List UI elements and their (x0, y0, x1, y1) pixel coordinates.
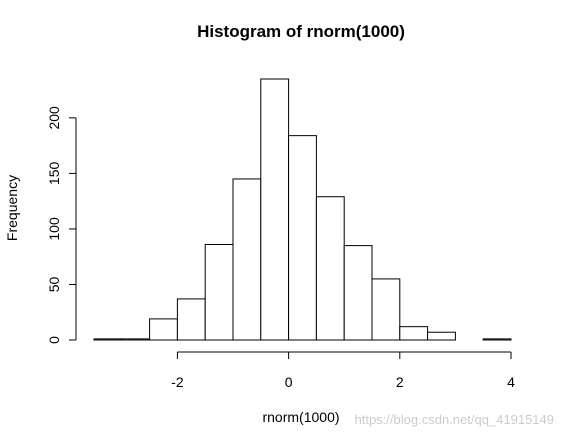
x-axis: -2 0 2 4 (171, 351, 515, 390)
y-axis-label: Frequency (4, 175, 20, 241)
histogram-bar-11 (399, 326, 429, 341)
y-tick-label: 150 (46, 162, 62, 186)
histogram-bar-1 (121, 338, 151, 341)
histogram-bar-8 (315, 196, 345, 341)
histogram-bar-12 (427, 331, 456, 341)
x-tick-label: 4 (507, 374, 515, 390)
histogram-bars (93, 78, 512, 341)
x-axis-label: rnorm(1000) (262, 409, 339, 425)
x-tick-label: -2 (171, 374, 184, 390)
y-axis: 0 50 100 150 200 (46, 106, 77, 344)
histogram-bar-3 (176, 298, 206, 341)
histogram-bar-5 (232, 178, 262, 341)
chart-title: Histogram of rnorm(1000) (197, 22, 405, 41)
x-tick-label: 0 (285, 374, 293, 390)
histogram-bar-14 (482, 338, 512, 341)
histogram-bar-6 (260, 78, 290, 341)
y-tick-label: 0 (46, 336, 62, 344)
histogram-bar-7 (288, 135, 317, 341)
histogram-bar-9 (343, 245, 373, 341)
y-tick-label: 50 (46, 276, 62, 292)
histogram-bar-0 (93, 338, 123, 341)
x-tick-label: 2 (396, 374, 404, 390)
watermark-text: https://blog.csdn.net/qq_41915149 (354, 412, 555, 427)
histogram-bar-2 (149, 318, 178, 341)
y-tick-label: 100 (46, 217, 62, 241)
y-tick-label: 200 (46, 106, 62, 130)
histogram-bar-10 (371, 278, 401, 341)
histogram-bar-4 (204, 243, 234, 341)
